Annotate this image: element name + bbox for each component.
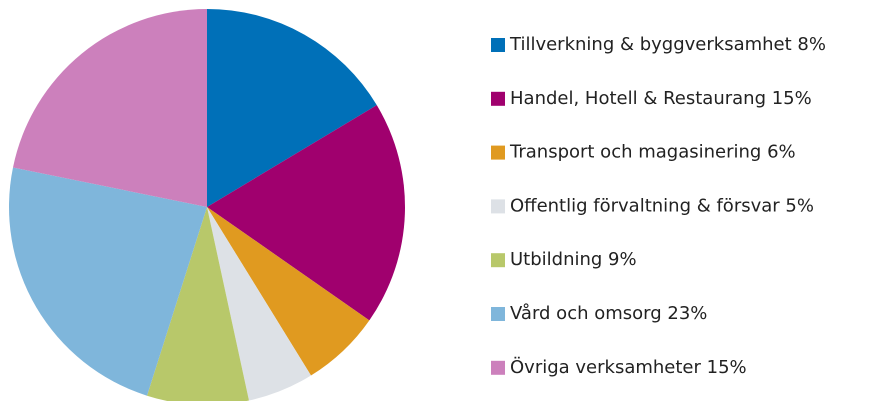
pie-slice — [207, 207, 311, 401]
pie-slice — [8, 167, 207, 396]
legend-swatch — [491, 145, 505, 160]
pie-slice — [12, 9, 208, 207]
legend-swatch — [491, 91, 505, 106]
pie-slice — [207, 9, 377, 207]
pie-slice — [146, 207, 249, 401]
legend-swatch — [491, 253, 505, 268]
legend-label: Utbildning 9% — [510, 249, 637, 270]
pie-slice — [207, 105, 405, 321]
legend-label: Handel, Hotell & Restaurang 15% — [510, 88, 812, 109]
legend-label: Transport och magasinering 6% — [509, 142, 796, 163]
legend-label: Tillverkning & byggverksamhet 8% — [509, 34, 826, 55]
legend-swatch — [491, 307, 505, 321]
legend-swatch — [491, 360, 505, 375]
pie-slice — [207, 207, 370, 376]
legend-swatch — [491, 199, 505, 214]
legend-label: Övriga verksamheter 15% — [510, 356, 747, 378]
legend-label: Vård och omsorg 23% — [510, 303, 707, 324]
legend-swatch — [491, 38, 505, 52]
legend-label: Offentlig förvaltning & försvar 5% — [510, 195, 814, 216]
